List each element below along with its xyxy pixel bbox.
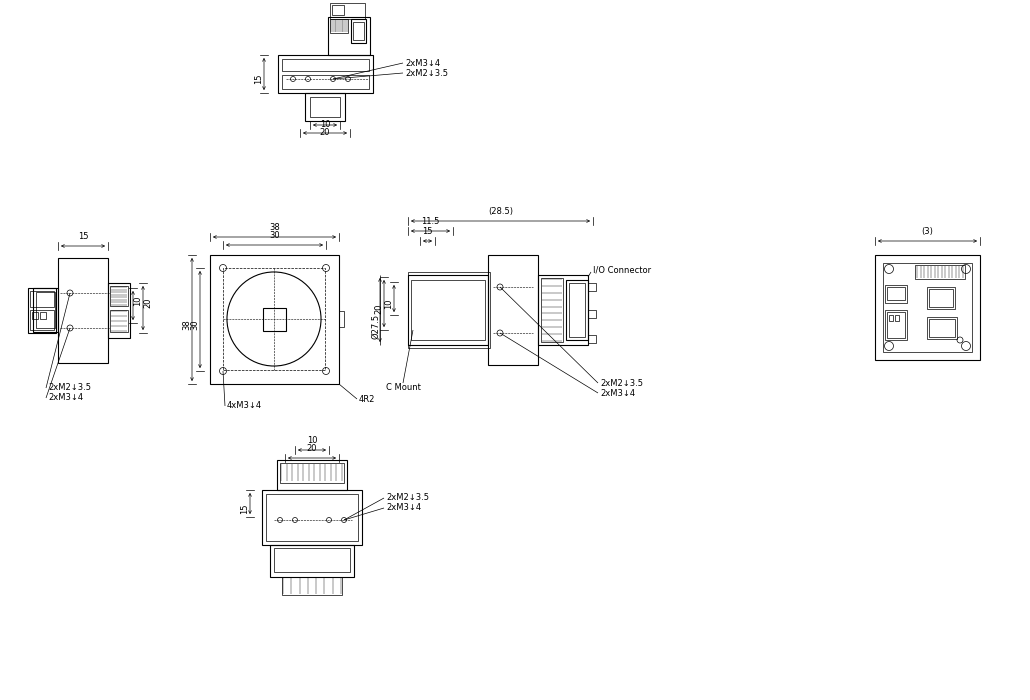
- Text: 2xM2↓3.5: 2xM2↓3.5: [386, 494, 430, 503]
- Text: 2xM3↓4: 2xM3↓4: [600, 389, 636, 398]
- Text: 2xM3↓4: 2xM3↓4: [48, 393, 83, 402]
- Bar: [588, 283, 596, 291]
- Bar: [262, 490, 362, 545]
- Text: 2xM2↓3.5: 2xM2↓3.5: [600, 379, 643, 388]
- Bar: [915, 265, 965, 279]
- Text: (3): (3): [922, 227, 933, 236]
- Text: Ø27.5: Ø27.5: [372, 314, 380, 339]
- Text: 4xM3↓4: 4xM3↓4: [227, 402, 262, 410]
- Bar: [36, 292, 55, 328]
- Bar: [28, 288, 56, 333]
- Bar: [353, 22, 364, 40]
- Bar: [408, 275, 488, 345]
- Bar: [110, 286, 128, 306]
- Bar: [278, 55, 373, 93]
- Bar: [488, 255, 538, 365]
- Bar: [310, 97, 340, 117]
- Text: 15: 15: [254, 74, 264, 85]
- Bar: [305, 93, 345, 121]
- Bar: [538, 275, 588, 345]
- Text: 10: 10: [319, 120, 331, 129]
- Text: 15: 15: [77, 232, 89, 241]
- Bar: [30, 291, 54, 307]
- Text: 2xM2↓3.5: 2xM2↓3.5: [405, 69, 448, 78]
- Text: 38: 38: [182, 319, 192, 330]
- Bar: [282, 75, 369, 89]
- Bar: [330, 19, 348, 33]
- Bar: [929, 289, 953, 307]
- Text: 15: 15: [240, 503, 249, 514]
- Bar: [883, 263, 972, 352]
- Bar: [40, 312, 46, 319]
- Bar: [328, 17, 370, 55]
- Bar: [889, 315, 893, 321]
- Bar: [351, 19, 366, 43]
- Bar: [266, 494, 358, 541]
- Bar: [332, 5, 344, 15]
- Bar: [339, 311, 344, 327]
- Bar: [110, 310, 128, 332]
- Bar: [330, 3, 365, 19]
- Bar: [274, 548, 350, 572]
- Bar: [876, 255, 980, 360]
- Bar: [411, 280, 485, 340]
- Bar: [277, 460, 347, 490]
- Bar: [541, 278, 563, 342]
- Bar: [58, 258, 108, 363]
- Bar: [895, 315, 899, 321]
- Bar: [210, 255, 339, 384]
- Text: 11.5: 11.5: [421, 217, 440, 226]
- Bar: [108, 283, 130, 338]
- Bar: [569, 283, 585, 337]
- Bar: [887, 287, 905, 300]
- Bar: [588, 310, 596, 318]
- Bar: [566, 280, 588, 340]
- Text: 10: 10: [307, 436, 317, 445]
- Text: 15: 15: [422, 227, 433, 236]
- Bar: [282, 59, 369, 71]
- Bar: [885, 285, 907, 303]
- Bar: [30, 310, 54, 330]
- Text: 38: 38: [269, 223, 280, 232]
- Bar: [929, 319, 955, 337]
- Text: (28.5): (28.5): [488, 207, 513, 216]
- Bar: [263, 308, 286, 331]
- Text: 4R2: 4R2: [359, 395, 375, 403]
- Text: 20: 20: [307, 444, 317, 453]
- Text: 20: 20: [143, 298, 152, 308]
- Text: 30: 30: [191, 319, 200, 330]
- Bar: [224, 268, 325, 370]
- Bar: [927, 317, 957, 339]
- Bar: [885, 310, 907, 340]
- Text: 10: 10: [134, 295, 142, 305]
- Text: 2xM2↓3.5: 2xM2↓3.5: [48, 384, 91, 393]
- Text: 20: 20: [375, 304, 383, 314]
- Bar: [282, 577, 342, 595]
- Bar: [408, 272, 490, 348]
- Text: 30: 30: [269, 231, 280, 240]
- Bar: [588, 335, 596, 343]
- Bar: [33, 288, 58, 332]
- Bar: [32, 312, 38, 319]
- Text: I/O Connector: I/O Connector: [593, 265, 651, 274]
- Text: 2xM3↓4: 2xM3↓4: [405, 59, 440, 67]
- Bar: [927, 287, 955, 309]
- Bar: [270, 545, 354, 577]
- Bar: [887, 312, 905, 338]
- Text: 2xM3↓4: 2xM3↓4: [386, 503, 421, 512]
- Text: 20: 20: [319, 128, 331, 137]
- Bar: [280, 463, 344, 483]
- Text: C Mount: C Mount: [385, 382, 420, 391]
- Text: 10: 10: [384, 298, 393, 309]
